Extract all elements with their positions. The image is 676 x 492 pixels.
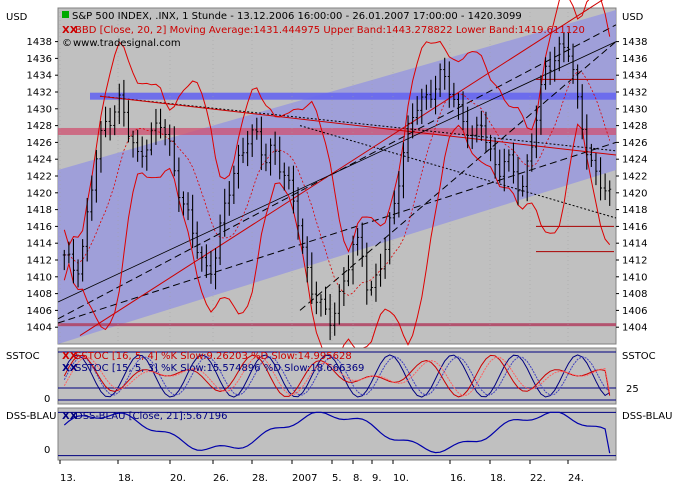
dss-legend-marker: XX [62, 411, 78, 422]
x-tick-label-10: 16. [450, 473, 466, 484]
stoch2-legend: SSTOC [15, 5, 3] %K Slow:15.574896 %D Sl… [75, 363, 364, 374]
y-tick-right-1420: 1420 [622, 188, 647, 199]
dss-axis-label-left: DSS-BLAU [6, 411, 56, 422]
stoch1-legend: SSTOC [16, 5, 4] %K Slow:9.26203 %D Slow… [75, 351, 352, 362]
left-axis-unit: USD [6, 12, 28, 23]
dotted-trend-1 [99, 95, 617, 152]
chart-title: S&P 500 INDEX, .INX, 1 Stunde - 13.12.20… [72, 11, 522, 22]
y-tick-left-1432: 1432 [27, 88, 52, 99]
y-tick-right-1436: 1436 [622, 54, 647, 65]
y-tick-right-1432: 1432 [622, 88, 647, 99]
y-tick-right-1438: 1438 [622, 37, 647, 48]
x-tick-label-7: 8. [353, 473, 363, 484]
dotted-trend-2 [299, 125, 617, 219]
y-tick-right-1414: 1414 [622, 239, 647, 250]
stoch-legend-marker-2: XX [62, 363, 78, 374]
y-tick-left-1426: 1426 [27, 138, 52, 149]
level-band-red [58, 127, 616, 135]
y-tick-right-1426: 1426 [622, 138, 647, 149]
copyright-icon: © [62, 38, 72, 49]
dss-axis-label: DSS-BLAU [622, 411, 672, 422]
level-band-support [58, 323, 616, 327]
y-tick-left-1414: 1414 [27, 239, 52, 250]
stoch-lines [58, 351, 616, 401]
x-tick-label-0: 13. [60, 473, 76, 484]
y-tick-left-1420: 1420 [27, 188, 52, 199]
x-tick-label-1: 18. [118, 473, 134, 484]
y-tick-left-1424: 1424 [27, 155, 52, 166]
stoch1-d-line [63, 355, 611, 397]
dss-tick-0: 0 [44, 445, 50, 456]
y-tick-left-1404: 1404 [27, 323, 52, 334]
y-tick-right-1434: 1434 [622, 71, 647, 82]
x-tick-label-4: 28. [252, 473, 268, 484]
dss-legend: DSS-BLAU [Close, 21]:5.67196 [75, 411, 228, 422]
stoch2-d-line [63, 356, 610, 396]
y-tick-left-1438: 1438 [27, 37, 52, 48]
red-rising-line [79, 0, 604, 337]
price-bars [62, 32, 612, 341]
dss-lines [58, 411, 616, 457]
source-label: www.tradesignal.com [73, 38, 181, 49]
y-tick-right-1408: 1408 [622, 289, 647, 300]
y-tick-left-1434: 1434 [27, 71, 52, 82]
x-tick-label-9: 10. [393, 473, 409, 484]
y-tick-left-1422: 1422 [27, 172, 52, 183]
legend-marker-bbd: XX [62, 25, 78, 36]
x-tick-label-6: 5. [332, 473, 342, 484]
y-tick-left-1410: 1410 [27, 272, 52, 283]
y-tick-right-1422: 1422 [622, 172, 647, 183]
x-tick-label-2: 20. [170, 473, 186, 484]
stoch-axis-label: SSTOC [622, 351, 656, 362]
y-tick-right-1430: 1430 [622, 104, 647, 115]
upper-band-line [63, 0, 611, 253]
stoch-legend-marker-1: XX [62, 351, 78, 362]
stoch-axis-label-left: SSTOC [6, 351, 40, 362]
x-tick-label-11: 18. [490, 473, 506, 484]
y-tick-right-1412: 1412 [622, 256, 647, 267]
y-tick-left-1408: 1408 [27, 289, 52, 300]
x-tick-label-13: 24. [568, 473, 584, 484]
y-tick-right-1416: 1416 [622, 222, 647, 233]
channel-mid-line [57, 41, 617, 303]
dss-panel-bg [57, 407, 617, 461]
y-tick-left-1418: 1418 [27, 205, 52, 216]
stoch-tick-0: 0 [44, 394, 50, 405]
stoch-tick-25: 25 [626, 384, 639, 395]
y-tick-right-1428: 1428 [622, 121, 647, 132]
x-tick-label-5: 2007 [292, 473, 317, 484]
y-tick-left-1406: 1406 [27, 306, 52, 317]
red-falling-line [99, 95, 617, 156]
y-tick-right-1404: 1404 [622, 323, 647, 334]
upper-trend-dashed [57, 24, 617, 320]
legend-marker-green [62, 11, 69, 18]
y-tick-left-1416: 1416 [27, 222, 52, 233]
x-axis: 13. 18. 20. 26. 28. 2007 5. 8. 9. 10. 16. 18. 22. 24. [59, 460, 584, 484]
y-tick-left-1412: 1412 [27, 256, 52, 267]
dss-line [63, 411, 611, 454]
lower-trend-dashed [57, 141, 617, 324]
y-tick-right-1406: 1406 [622, 306, 647, 317]
x-tick-label-3: 26. [213, 473, 229, 484]
trend-lines [57, 0, 617, 337]
y-tick-left-1428: 1428 [27, 121, 52, 132]
y-tick-right-1418: 1418 [622, 205, 647, 216]
price-y-axis-left: 1404 1406 1408 1410 1412 1414 1416 1418 1420 1422… [27, 37, 58, 334]
moving-average-line [64, 71, 611, 296]
y-tick-left-1430: 1430 [27, 104, 52, 115]
x-tick-label-8: 9. [372, 473, 382, 484]
y-tick-left-1436: 1436 [27, 54, 52, 65]
y-tick-right-1424: 1424 [622, 155, 647, 166]
x-tick-label-12: 22. [530, 473, 546, 484]
stoch2-k-line [63, 354, 610, 398]
y-tick-right-1410: 1410 [622, 272, 647, 283]
right-axis-unit: USD [622, 12, 644, 23]
price-y-axis-right: 1404 1406 1408 1410 1412 1414 1416 1418 1420 1422… [616, 37, 647, 334]
bbd-legend: BBD [Close, 20, 2] Moving Average:1431.4… [75, 25, 585, 36]
